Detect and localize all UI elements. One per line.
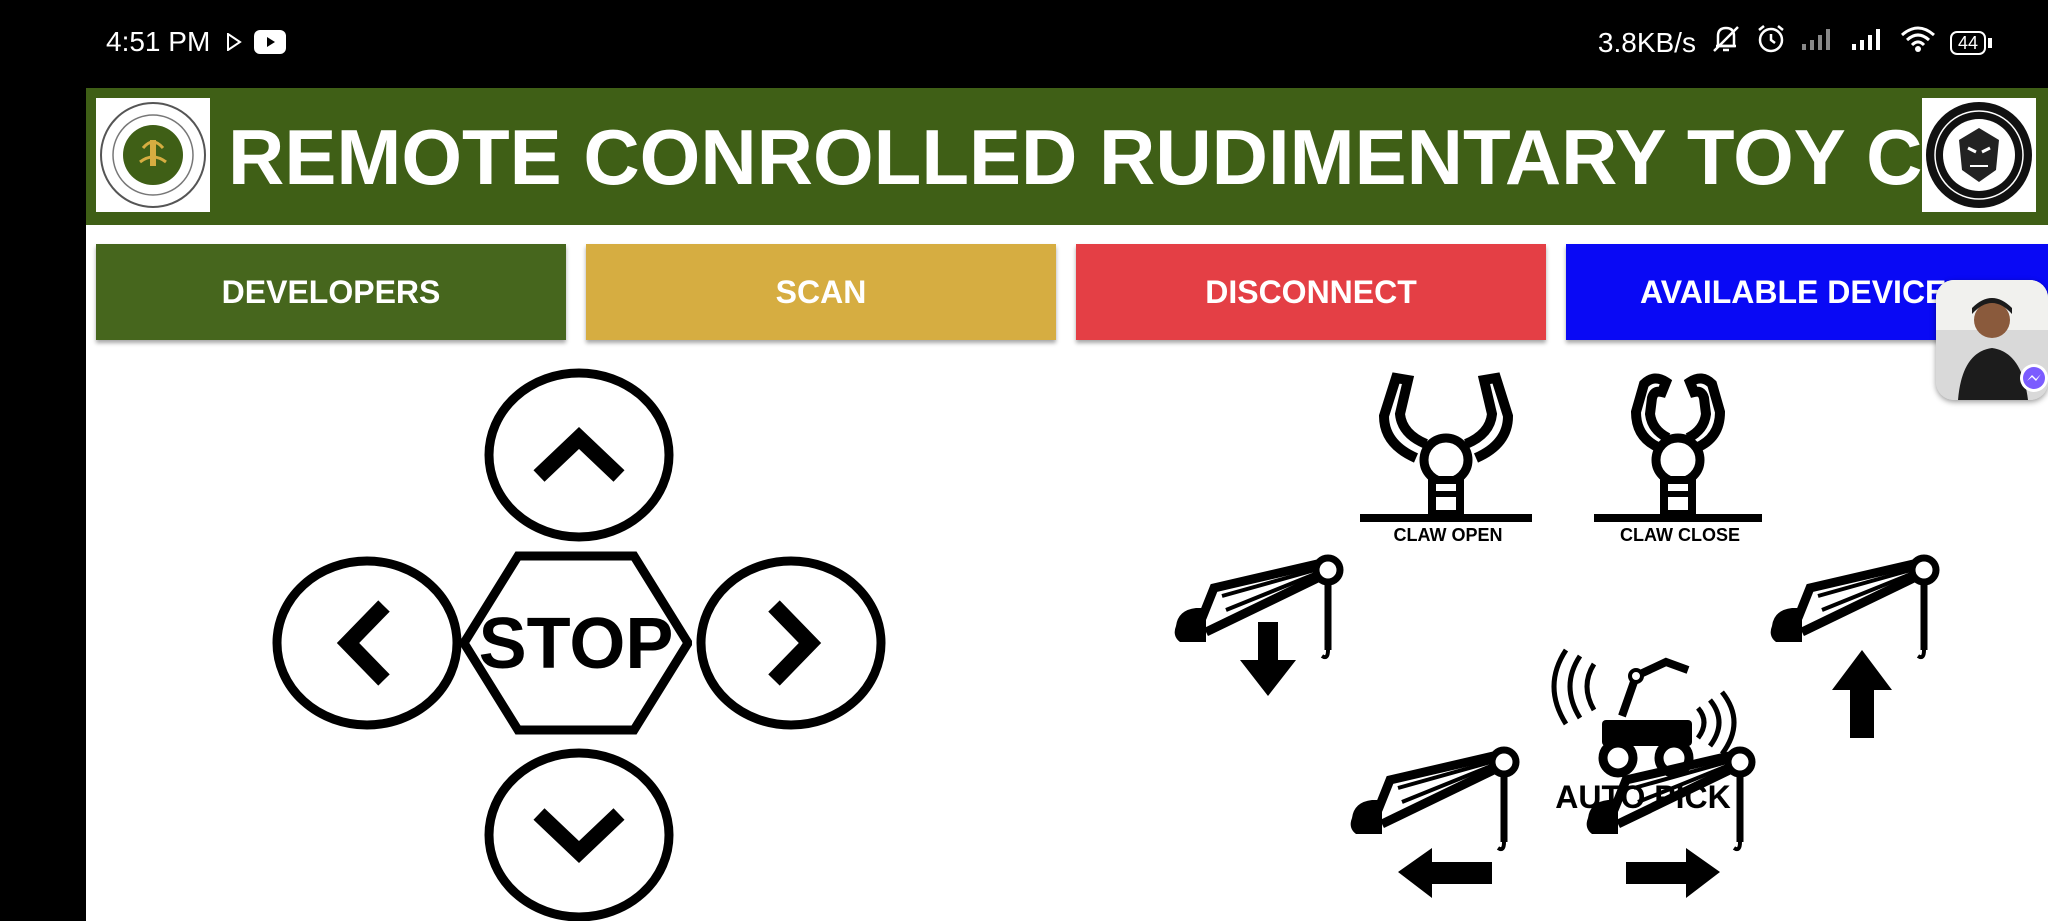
chevron-up-icon — [533, 426, 625, 482]
stop-label: STOP — [479, 604, 674, 684]
chevron-left-icon — [336, 600, 390, 686]
page-title: REMOTE CONROLLED RUDIMENTARY TOY CAR — [228, 113, 2036, 201]
chevron-down-icon — [533, 808, 625, 864]
wifi-icon — [1900, 25, 1936, 60]
alarm-icon — [1756, 24, 1786, 61]
arm-right-button[interactable] — [1578, 740, 1778, 921]
crane-arm-down-icon — [1174, 554, 1344, 696]
crane-arm-up-icon — [1770, 554, 1940, 738]
claw-open-icon — [1360, 372, 1532, 522]
claw-close-button[interactable]: CLAW CLOSE — [1588, 368, 1768, 543]
stop-button[interactable]: STOP — [460, 550, 692, 736]
claw-open-button[interactable]: CLAW OPEN — [1356, 368, 1536, 543]
avatar — [1936, 280, 2048, 400]
battery-level: 44 — [1949, 30, 1986, 55]
battery-icon: 44 — [1949, 30, 1992, 55]
header-bar: REMOTE CONROLLED RUDIMENTARY TOY CAR — [86, 88, 2048, 225]
developers-button[interactable]: DEVELOPERS — [96, 244, 566, 340]
arm-left-button[interactable] — [1342, 740, 1542, 921]
network-speed: 3.8KB/s — [1597, 26, 1696, 58]
claw-close-icon — [1594, 373, 1762, 522]
forward-button[interactable] — [484, 368, 674, 543]
app-surface: REMOTE CONROLLED RUDIMENTARY TOY CAR DEV… — [86, 88, 2048, 921]
mute-icon — [1710, 24, 1742, 61]
crane-arm-right-icon — [1586, 746, 1756, 898]
signal-icon — [1850, 26, 1886, 59]
claw-open-label: CLAW OPEN — [1393, 525, 1502, 543]
youtube-icon — [254, 30, 286, 59]
play-store-icon — [226, 32, 242, 56]
arm-down-button[interactable] — [1166, 548, 1366, 738]
chevron-right-icon — [768, 600, 822, 686]
claw-close-label: CLAW CLOSE — [1620, 525, 1740, 543]
status-bar: 4:51 PM 3.8KB/s 44 — [0, 0, 2048, 88]
arm-up-button[interactable] — [1762, 548, 1962, 738]
robotics-club-logo — [1922, 98, 2036, 212]
university-seal-logo — [96, 98, 210, 212]
messenger-icon — [2027, 374, 2041, 381]
status-time: 4:51 PM — [106, 26, 211, 57]
backward-button[interactable] — [484, 748, 674, 921]
messenger-chat-head[interactable] — [1936, 280, 2048, 400]
crane-arm-left-icon — [1350, 746, 1520, 898]
disconnect-button[interactable]: DISCONNECT — [1076, 244, 1546, 340]
left-button[interactable] — [272, 556, 462, 731]
signal-icon — [1800, 26, 1836, 59]
robot-arm-icon — [1551, 648, 1737, 778]
right-button[interactable] — [696, 556, 886, 731]
scan-button[interactable]: SCAN — [586, 244, 1056, 340]
